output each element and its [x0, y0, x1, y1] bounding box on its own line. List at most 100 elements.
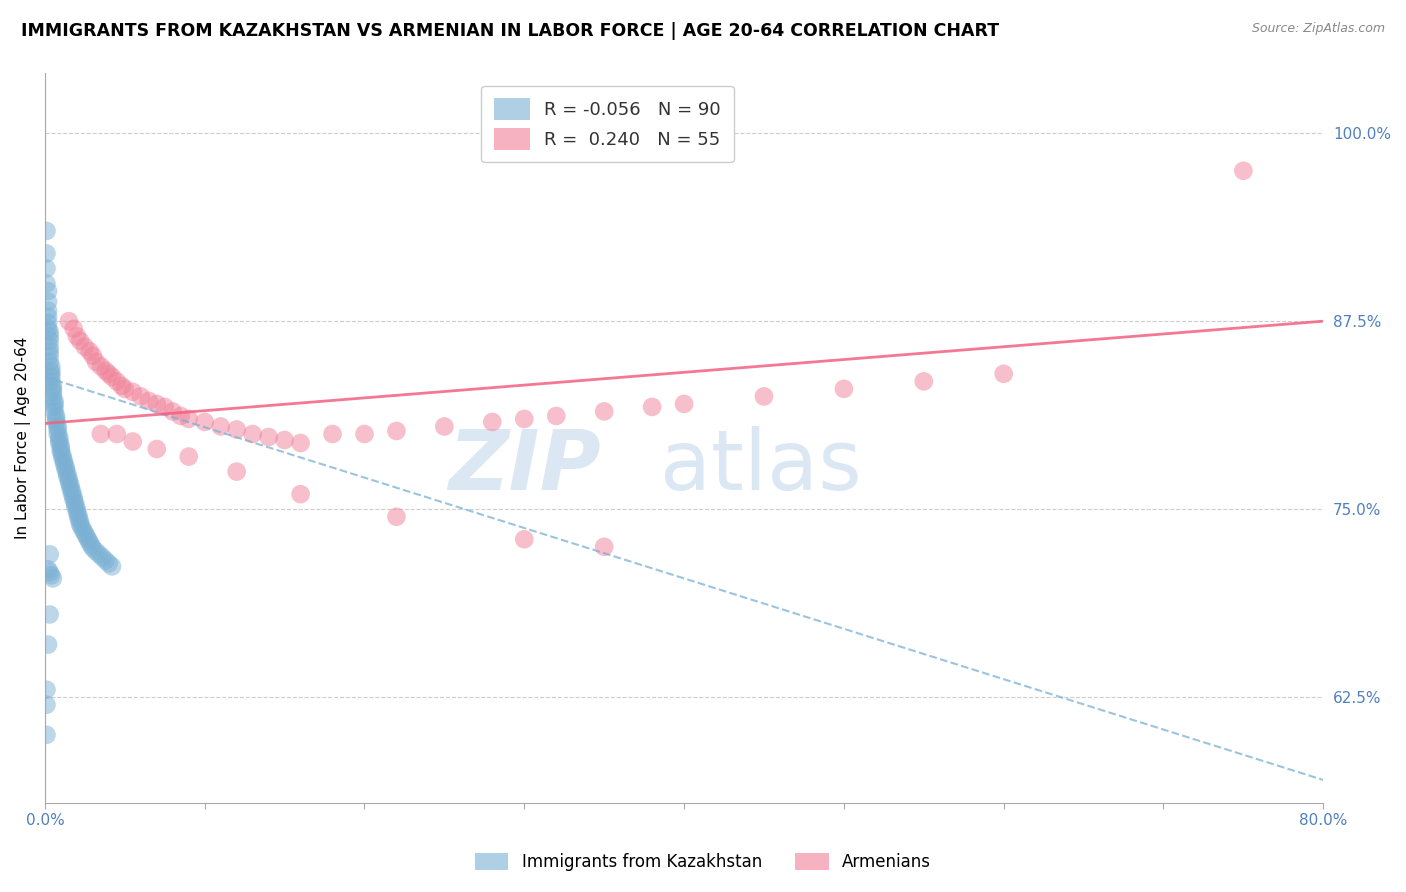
Point [79, 535, 101, 549]
Point [35, 682, 58, 697]
Point [59, 478, 82, 492]
Point [322, 427, 344, 442]
Point [39, 359, 62, 374]
Text: atlas: atlas [659, 426, 862, 508]
Point [48, 436, 70, 450]
Point [49, 442, 72, 456]
Point [138, 393, 160, 408]
Point [38, 325, 60, 339]
Point [65, 496, 87, 510]
Point [48, 430, 70, 444]
Point [66, 502, 89, 516]
Point [37, 303, 59, 318]
Point [37, 310, 59, 324]
Point [44, 393, 66, 408]
Point [37, 638, 59, 652]
Point [38, 607, 60, 622]
Point [60, 484, 83, 499]
Point [38, 344, 60, 359]
Point [121, 384, 143, 399]
Point [56, 469, 79, 483]
Point [65, 499, 87, 513]
Point [37, 321, 59, 335]
Point [38, 566, 60, 580]
Point [38, 340, 60, 354]
Point [53, 457, 76, 471]
Point [94, 553, 117, 567]
Point [84, 355, 107, 369]
Legend: R = -0.056   N = 90, R =  0.240   N = 55: R = -0.056 N = 90, R = 0.240 N = 55 [481, 86, 734, 162]
Point [84, 544, 107, 558]
Point [46, 419, 69, 434]
Point [97, 557, 120, 571]
Point [433, 419, 456, 434]
Point [38, 334, 60, 348]
Point [77, 533, 100, 547]
Point [105, 427, 128, 442]
Point [35, 261, 58, 276]
Point [177, 450, 200, 464]
Text: ZIP: ZIP [449, 426, 600, 508]
Point [39, 364, 62, 378]
Point [162, 404, 184, 418]
Legend: Immigrants from Kazakhstan, Armenians: Immigrants from Kazakhstan, Armenians [467, 845, 939, 880]
Point [35, 246, 58, 260]
Point [46, 427, 69, 442]
Point [44, 404, 66, 418]
Point [38, 355, 60, 369]
Point [37, 294, 59, 309]
Point [39, 375, 62, 389]
Point [51, 451, 73, 466]
Point [69, 334, 91, 348]
Point [290, 436, 312, 450]
Text: Source: ZipAtlas.com: Source: ZipAtlas.com [1251, 22, 1385, 36]
Point [101, 369, 124, 384]
Point [73, 340, 96, 354]
Point [62, 321, 84, 335]
Point [353, 427, 375, 442]
Point [225, 422, 247, 436]
Point [62, 493, 84, 508]
Point [39, 568, 62, 582]
Point [105, 375, 128, 389]
Point [39, 369, 62, 384]
Point [58, 314, 80, 328]
Point [752, 389, 775, 403]
Point [42, 382, 65, 396]
Point [209, 419, 232, 434]
Point [48, 433, 70, 447]
Point [170, 409, 193, 423]
Point [593, 540, 616, 554]
Point [79, 344, 101, 359]
Point [91, 550, 114, 565]
Point [273, 433, 295, 447]
Point [37, 316, 59, 330]
Point [56, 466, 79, 480]
Point [94, 364, 117, 378]
Point [49, 445, 72, 459]
Point [38, 349, 60, 363]
Point [66, 329, 89, 343]
Point [194, 415, 217, 429]
Point [121, 434, 143, 449]
Point [55, 463, 77, 477]
Point [673, 397, 696, 411]
Point [257, 430, 280, 444]
Point [42, 379, 65, 393]
Point [58, 472, 80, 486]
Point [290, 487, 312, 501]
Point [593, 404, 616, 418]
Point [153, 400, 176, 414]
Point [66, 505, 89, 519]
Point [60, 487, 83, 501]
Point [51, 448, 73, 462]
Point [832, 382, 855, 396]
Point [385, 424, 408, 438]
Point [37, 284, 59, 298]
Point [37, 562, 59, 576]
Point [90, 359, 112, 374]
Point [46, 422, 69, 436]
Point [513, 412, 536, 426]
Point [89, 547, 111, 561]
Point [177, 412, 200, 426]
